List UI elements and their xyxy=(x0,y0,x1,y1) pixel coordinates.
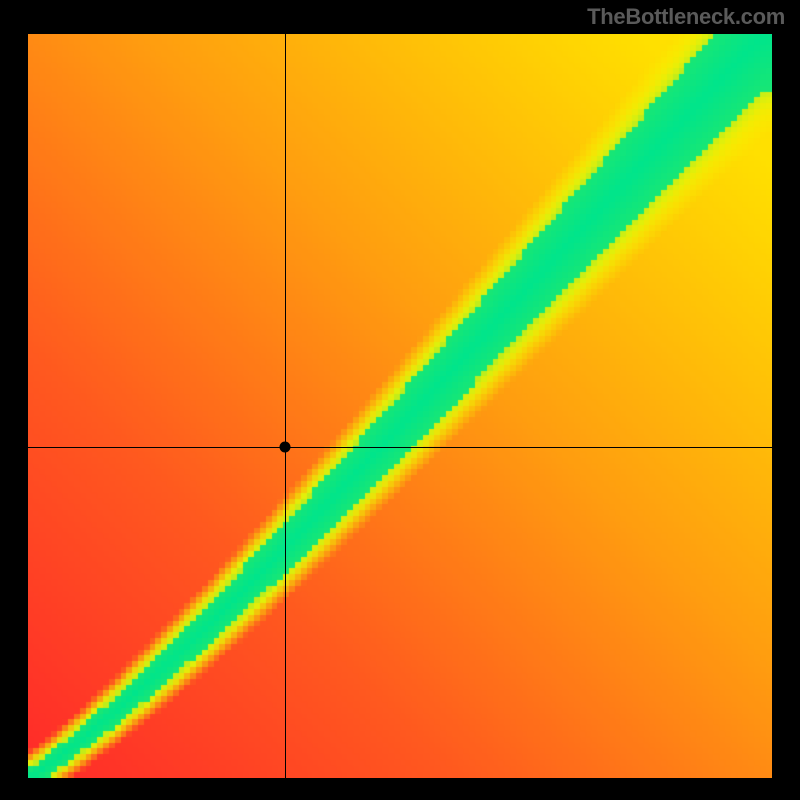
plot-area xyxy=(28,34,772,778)
heatmap-canvas xyxy=(28,34,772,778)
attribution-text: TheBottleneck.com xyxy=(587,4,785,30)
chart-container: TheBottleneck.com xyxy=(0,0,800,800)
crosshair-vertical xyxy=(285,34,286,778)
crosshair-marker xyxy=(279,441,290,452)
crosshair-horizontal xyxy=(28,447,772,448)
